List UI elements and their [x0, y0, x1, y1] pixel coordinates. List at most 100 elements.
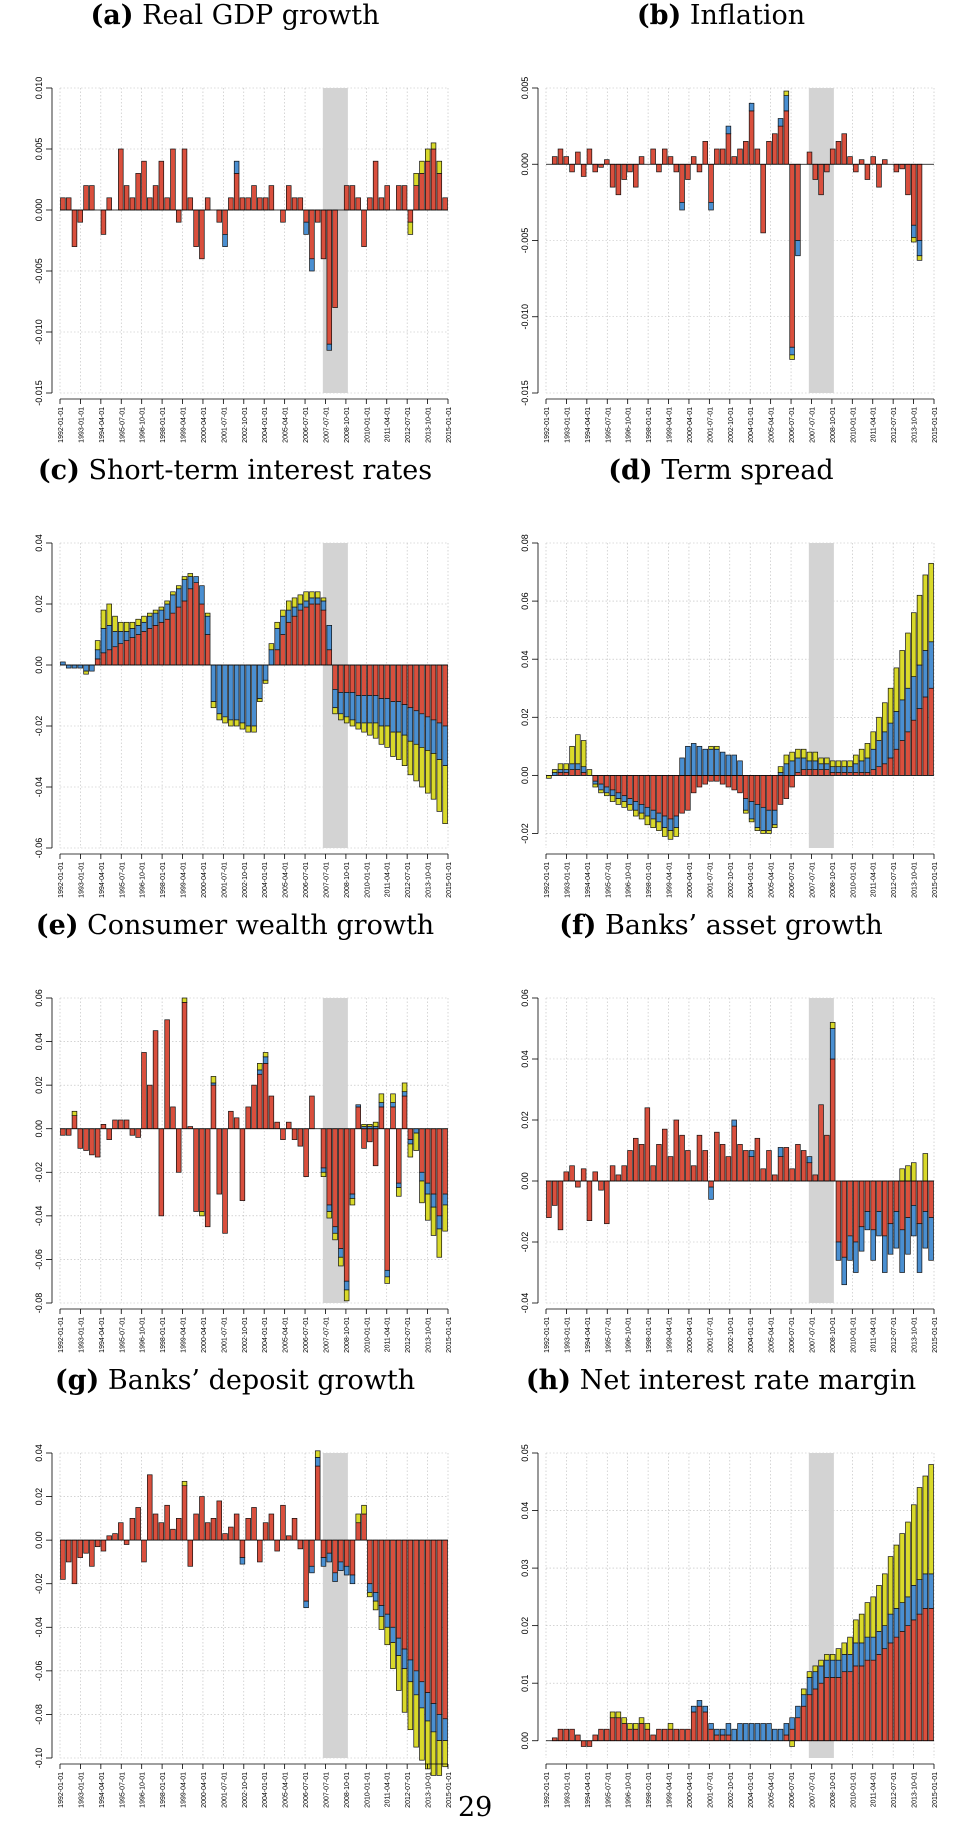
bar-segment [557, 1728, 564, 1742]
bar-segment [303, 221, 309, 235]
bar-segment [661, 1128, 668, 1182]
bar-segment [106, 197, 112, 211]
bar-segment [598, 163, 604, 168]
x-tick-label: 2005-04-01 [769, 1772, 776, 1808]
bar-segment [141, 631, 147, 666]
bar-segment [204, 1522, 211, 1541]
bar-segment [772, 775, 778, 811]
panel-e: (e) Consumer wealth growth -0.08 -0.06 -0.… [0, 910, 470, 1365]
x-tick-label: 1993-01-01 [78, 1772, 85, 1808]
bar-segment [702, 1705, 708, 1713]
x-tick-label: 1998-01-01 [646, 1317, 653, 1353]
bar-segment [332, 1572, 338, 1582]
bar-segment [413, 743, 419, 782]
x-tick-label: 1999-04-01 [667, 407, 674, 443]
bar-segment [419, 747, 425, 788]
bar-segment [112, 1533, 118, 1541]
bar-segment [557, 769, 564, 773]
bar-segment [731, 1119, 737, 1127]
chart-h: 0.00 0.01 0.02 0.03 0.04 0.05 1992-01-01 1993-0… [520, 1444, 939, 1808]
bar-segment [841, 1180, 847, 1258]
bar-segment [367, 1128, 373, 1143]
x-tick-label: 1998-01-01 [160, 407, 167, 443]
bar-segment [777, 118, 784, 127]
bar-segment [419, 173, 425, 211]
x-tick-label: 2005-04-01 [283, 1317, 290, 1353]
bar-segment [141, 1539, 147, 1563]
x-tick-label: 2015-01-01 [446, 1772, 453, 1808]
x-tick-label: 1996-10-01 [626, 1772, 633, 1808]
bar-segment [320, 1167, 327, 1173]
bar-segment [604, 786, 610, 794]
bar-segment [916, 1579, 923, 1615]
bar-segment [303, 209, 309, 223]
bar-segment [147, 628, 153, 666]
bar-segment [384, 1269, 390, 1278]
bar-segment [152, 609, 159, 614]
bar-segment [887, 1180, 894, 1225]
bar-segment [905, 1596, 911, 1626]
panel-title: (c) Short-term interest rates [0, 455, 470, 486]
bar-segment [887, 1556, 894, 1615]
bar-segment [291, 606, 298, 617]
bar-segment [673, 827, 680, 837]
bar-segment [106, 1128, 112, 1140]
bar-segment [882, 1235, 888, 1273]
x-tick-label: 2001-07-01 [707, 1317, 714, 1353]
bar-segment [864, 757, 871, 773]
bar-segment [425, 148, 431, 162]
bar-segment [129, 1518, 136, 1541]
bar-segment [772, 809, 778, 826]
bar-segment [580, 772, 587, 776]
bar-segment [743, 775, 749, 799]
bar-segment [598, 789, 604, 794]
bar-segment [401, 1648, 408, 1670]
bar-segment [77, 664, 83, 669]
bar-segment [320, 1128, 327, 1169]
bar-segment [175, 1518, 182, 1541]
bar-segment [361, 1128, 367, 1149]
bar-segment [557, 148, 564, 165]
bar-segment [89, 1128, 95, 1156]
y-tick-label: 0.00 [520, 1172, 530, 1190]
bar-segment [390, 1642, 396, 1670]
bar-segment [621, 795, 627, 802]
panel-c: (c) Short-term interest rates -0.06 -0.04… [0, 455, 470, 910]
bar-segment [262, 664, 269, 681]
bar-segment [123, 621, 130, 632]
bar-segment [245, 1106, 251, 1130]
bar-segment [228, 1526, 234, 1541]
x-tick-label: 2004-01-01 [748, 862, 755, 898]
bar-segment [916, 255, 923, 261]
bar-segment [436, 1228, 443, 1258]
bar-segment [899, 1631, 905, 1742]
bar-segment [911, 1585, 917, 1621]
bar-segment [638, 775, 645, 805]
bar-segment [262, 1052, 269, 1058]
chart-c: -0.06 -0.04 -0.02 0.00 0.02 0.04 1992-01-01 199… [34, 534, 453, 898]
x-tick-label: 1993-01-01 [78, 1317, 85, 1353]
bar-segment [627, 775, 633, 799]
bar-segment [401, 704, 408, 736]
bar-segment [893, 1636, 900, 1742]
bar-segment [615, 1711, 622, 1719]
bar-segment [829, 148, 836, 165]
bar-segment [766, 830, 772, 834]
bar-segment [858, 1665, 865, 1742]
bar-segment [922, 574, 929, 651]
bar-segment [702, 1711, 708, 1742]
bar-segment [89, 664, 95, 672]
bar-segment [731, 1728, 737, 1742]
bar-segment [841, 760, 847, 768]
bar-segment [378, 1106, 385, 1130]
bar-segment [806, 1694, 813, 1742]
bar-segment [661, 148, 668, 165]
bar-segment [777, 772, 784, 776]
bar-segment [754, 827, 761, 831]
bar-segment [175, 585, 182, 590]
bar-segment [818, 1659, 824, 1667]
bar-segment [326, 343, 333, 351]
bar-segment [760, 775, 766, 808]
bar-segment [621, 1165, 627, 1182]
x-tick-label: 1995-07-01 [119, 1772, 126, 1808]
